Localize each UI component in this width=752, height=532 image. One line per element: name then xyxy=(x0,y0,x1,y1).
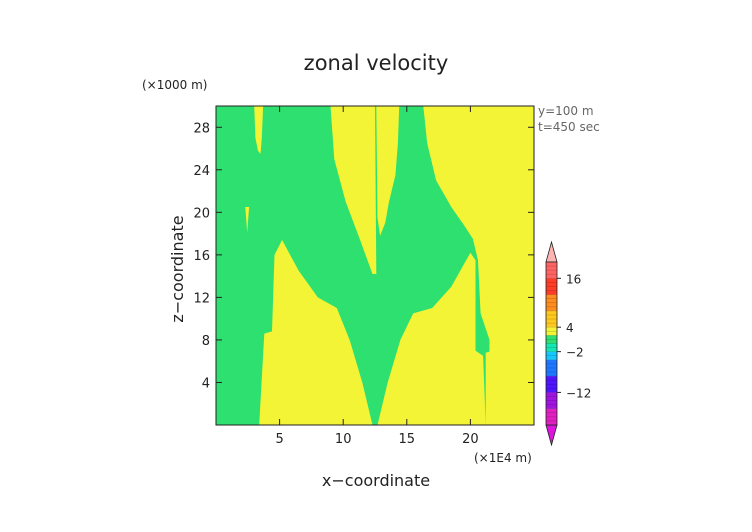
colorbar-tick-label: 4 xyxy=(566,321,574,335)
x-tick-label: 5 xyxy=(275,432,283,447)
contour-region-yellow xyxy=(423,106,534,425)
x-axis-label: x−coordinate xyxy=(322,471,430,490)
contour-region-yellow xyxy=(376,106,400,236)
colorbar-band xyxy=(546,351,557,360)
colorbar-tick-label: −12 xyxy=(566,386,591,400)
colorbar-tick-label: 16 xyxy=(566,272,581,286)
y-tick-label: 16 xyxy=(193,249,210,264)
x-ticks: 5 10 15 20 xyxy=(275,106,479,447)
colorbar-band xyxy=(546,310,557,328)
contour-region-yellow xyxy=(330,106,377,274)
colorbar-band xyxy=(546,376,557,393)
colorbar-bottom-cap xyxy=(545,424,558,447)
colorbar-band xyxy=(546,327,557,336)
y-tick-label: 24 xyxy=(193,164,210,179)
y-tick-label: 20 xyxy=(193,206,210,221)
annotation-t: t=450 sec xyxy=(538,120,600,134)
colorbar-frame xyxy=(545,261,558,426)
colorbar-band xyxy=(546,408,557,425)
colorbar-tick-label: −2 xyxy=(566,346,584,360)
y-tick-label: 28 xyxy=(193,121,210,136)
chart-title: zonal velocity xyxy=(304,51,449,75)
colorbar-band xyxy=(546,392,557,409)
contour-region-yellow xyxy=(245,207,250,233)
y-tick-label: 4 xyxy=(202,376,210,391)
colorbar-band xyxy=(546,335,557,344)
contour-region-yellow xyxy=(345,106,353,117)
colorbar-band xyxy=(546,359,557,377)
colorbar: 16 4 −2 −12 xyxy=(545,240,591,447)
colorbar-band xyxy=(546,262,557,279)
y-ticks: 4 8 12 16 20 24 28 xyxy=(193,121,534,391)
y-tick-label: 12 xyxy=(193,291,210,306)
colorbar-top-cap xyxy=(545,240,558,263)
x-tick-label: 15 xyxy=(399,432,416,447)
colorbar-band xyxy=(546,278,557,295)
colorbar-band xyxy=(546,343,557,352)
colorbar-band xyxy=(546,294,557,311)
annotation-y: y=100 m xyxy=(538,104,594,118)
contour-region-yellow xyxy=(489,106,500,154)
y-axis-label: z−coordinate xyxy=(168,215,187,322)
contour-region-yellow xyxy=(377,252,486,425)
plot-frame xyxy=(215,105,535,426)
x-tick-label: 20 xyxy=(462,432,479,447)
y-tick-label: 8 xyxy=(202,334,210,349)
y-axis-unit: (×1000 m) xyxy=(142,78,207,92)
contour-regions xyxy=(245,106,534,425)
contour-region-yellow xyxy=(254,106,264,154)
x-axis-unit: (×1E4 m) xyxy=(474,451,532,465)
x-tick-label: 10 xyxy=(335,432,352,447)
contour-region-yellow xyxy=(259,240,373,425)
plot-area: 5 10 15 20 4 8 12 16 20 24 28 xyxy=(193,105,535,447)
